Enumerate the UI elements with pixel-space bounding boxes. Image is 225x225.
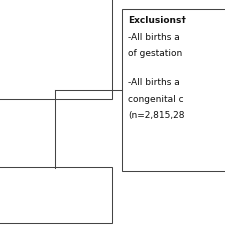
FancyBboxPatch shape bbox=[0, 166, 112, 223]
Text: ween 1995: ween 1995 bbox=[9, 0, 59, 2]
FancyBboxPatch shape bbox=[0, 0, 112, 99]
Text: -All births a: -All births a bbox=[128, 78, 180, 87]
FancyBboxPatch shape bbox=[122, 9, 225, 171]
Text: -All births a: -All births a bbox=[128, 33, 180, 42]
Text: (n=2,815,28: (n=2,815,28 bbox=[128, 111, 185, 120]
Text: congenital c: congenital c bbox=[128, 94, 184, 104]
Text: Exclusions†: Exclusions† bbox=[128, 16, 186, 25]
Text: of gestation: of gestation bbox=[128, 50, 182, 58]
